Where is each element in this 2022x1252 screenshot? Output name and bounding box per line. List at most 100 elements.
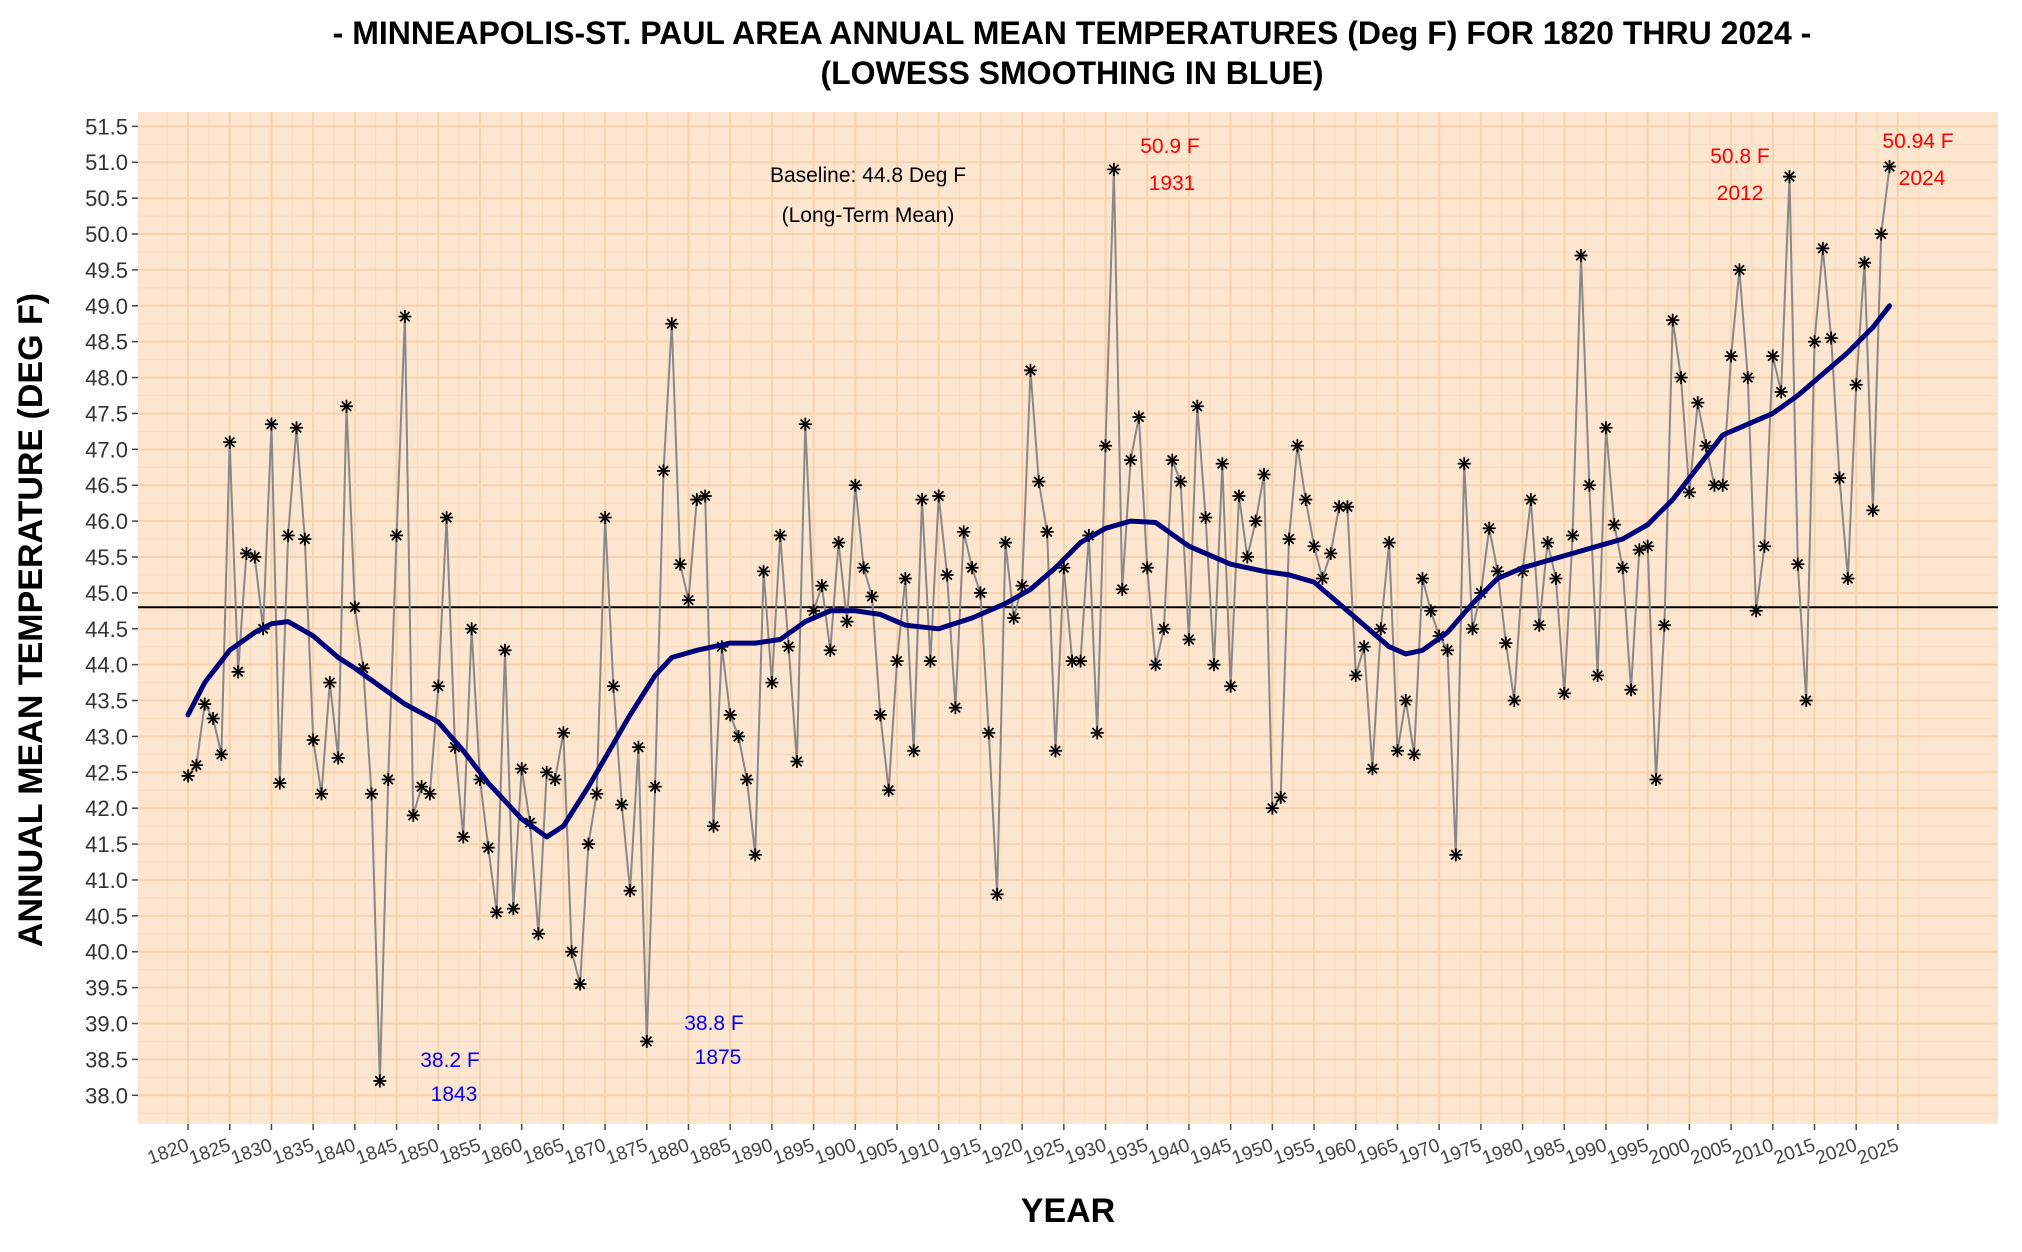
y-axis-title: ANNUAL MEAN TEMPERATURE (DEG F) [12, 293, 50, 947]
data-point-stroke [1275, 792, 1287, 803]
data-point [1249, 514, 1263, 528]
data-point-stroke [232, 666, 244, 678]
data-point-stroke [1759, 540, 1770, 552]
y-tick-label: 49.0 [85, 294, 128, 319]
x-tick-label: 1950 [1229, 1135, 1276, 1169]
data-point-stroke [891, 655, 903, 667]
chart-title: - MINNEAPOLIS-ST. PAUL AREA ANNUAL MEAN … [333, 15, 1812, 91]
y-tick-label: 40.0 [85, 940, 128, 965]
data-point-stroke [1350, 670, 1362, 681]
data-point [1532, 618, 1546, 632]
data-point [832, 536, 846, 550]
data-point [998, 536, 1012, 550]
x-tick-label: 1855 [437, 1135, 484, 1169]
data-point-stroke [1158, 623, 1170, 635]
data-point-stroke [766, 677, 778, 688]
data-point-stroke [1442, 644, 1453, 656]
data-point-stroke [1242, 551, 1253, 563]
data-point-stroke [1792, 558, 1804, 570]
data-point [1424, 604, 1438, 618]
data-point [1374, 622, 1388, 636]
data-point-stroke [1717, 479, 1729, 491]
x-tick-label: 1915 [937, 1135, 984, 1169]
data-point-stroke [1825, 332, 1837, 344]
data-point-stroke [1317, 573, 1328, 584]
data-point [1624, 683, 1638, 697]
data-point [490, 905, 504, 919]
data-point [1407, 747, 1421, 761]
data-point [1282, 532, 1296, 546]
x-tick-label: 1930 [1062, 1135, 1109, 1169]
data-point [1782, 170, 1796, 184]
data-point [1324, 546, 1338, 560]
data-point [598, 511, 612, 525]
data-point-stroke [649, 781, 661, 792]
y-tick-label: 48.0 [85, 366, 128, 391]
data-point [456, 830, 470, 844]
data-point [306, 733, 320, 747]
x-tick-label: 2025 [1855, 1135, 1902, 1169]
data-point-stroke [1483, 522, 1495, 534]
data-point-stroke [1066, 655, 1078, 667]
x-tick-label: 1875 [604, 1135, 651, 1169]
data-point [1524, 493, 1538, 507]
data-point-stroke [933, 490, 945, 502]
data-point [1841, 572, 1855, 586]
y-tick-label: 44.0 [85, 653, 128, 678]
data-point-stroke [316, 788, 327, 800]
data-point [1007, 611, 1021, 625]
data-point-stroke [299, 533, 311, 545]
data-point [606, 679, 620, 693]
data-point [381, 772, 395, 786]
data-point [348, 600, 362, 614]
data-point [1824, 331, 1838, 345]
data-point-stroke [1183, 634, 1195, 645]
data-point-stroke [741, 774, 753, 785]
x-tick-label: 1820 [145, 1135, 192, 1169]
annotation-2024-year: 2024 [1899, 167, 1946, 190]
data-point [1132, 410, 1146, 424]
data-point [223, 435, 237, 449]
data-point-stroke [958, 526, 970, 538]
data-point [289, 421, 303, 435]
x-tick-label: 1840 [312, 1135, 359, 1169]
extreme-annotations: 38.2 F 1843 38.8 F 1875 50.9 F 1931 50.8… [420, 130, 1953, 1106]
data-point-stroke [783, 641, 794, 653]
data-point [1032, 475, 1046, 489]
data-point [1015, 579, 1029, 593]
y-tick-label: 39.0 [85, 1012, 128, 1037]
x-tick-label: 1925 [1021, 1135, 1068, 1169]
data-point [915, 493, 929, 507]
data-point [1541, 536, 1555, 550]
data-point [565, 945, 579, 959]
data-point [1074, 654, 1088, 668]
data-point [1299, 493, 1313, 507]
data-point [1040, 525, 1054, 539]
data-point-stroke [332, 752, 344, 764]
data-point-stroke [1659, 619, 1670, 631]
data-point [965, 561, 979, 575]
lowess-smoothing-line [185, 303, 1893, 840]
data-point [640, 1034, 654, 1048]
data-point [1641, 539, 1655, 553]
x-axis-title: YEAR [1021, 1192, 1115, 1230]
data-point-stroke [1267, 802, 1278, 814]
data-point [406, 808, 420, 822]
x-tick-label: 1830 [228, 1135, 275, 1169]
annotation-2024-value: 50.94 F [1882, 130, 1953, 153]
data-point-stroke [307, 734, 319, 746]
data-point [1048, 744, 1062, 758]
data-point-stroke [224, 436, 236, 448]
data-point-stroke [674, 558, 686, 570]
data-point-stroke [1400, 695, 1412, 706]
data-point-stroke [1684, 487, 1695, 498]
data-point [1858, 256, 1872, 270]
data-point [1399, 694, 1413, 708]
data-point-stroke [1033, 476, 1045, 487]
data-point [1315, 572, 1329, 586]
data-point [515, 762, 529, 776]
data-point-stroke [1216, 458, 1228, 470]
data-point [757, 564, 771, 578]
x-tick-label: 1965 [1354, 1135, 1401, 1169]
data-point-stroke [566, 946, 578, 958]
